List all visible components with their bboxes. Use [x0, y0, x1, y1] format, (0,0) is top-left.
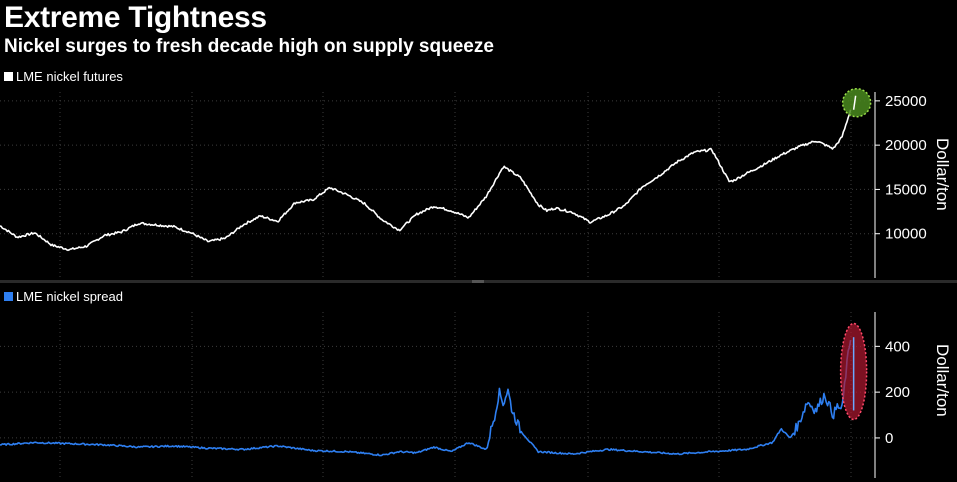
y-axis-title-top: Dollar/ton — [933, 138, 952, 211]
chart-title: Extreme Tightness — [4, 1, 267, 34]
y-tick-label-spread-1: 200 — [885, 384, 910, 401]
y-tick-label-futures-0: 10000 — [885, 226, 927, 243]
legend-futures: LME nickel futures — [4, 69, 123, 84]
chart-subtitle: Nickel surges to fresh decade high on su… — [4, 36, 494, 57]
y-tick-label-futures-2: 20000 — [885, 137, 927, 154]
y-tick-label-spread-2: 400 — [885, 338, 910, 355]
y-tick-label-futures-1: 15000 — [885, 181, 927, 198]
highlight-latest-tick-futures — [852, 95, 857, 110]
y-axis-title-bottom: Dollar/ton — [933, 344, 952, 417]
y-tick-label-spread-0: 0 — [885, 430, 893, 447]
highlight-circle-futures — [841, 87, 872, 118]
y-tick-label-futures-3: 25000 — [885, 93, 927, 110]
panel-separator-handle — [472, 280, 484, 283]
series-line-spread — [0, 339, 852, 457]
series-line-futures — [0, 109, 852, 252]
legend-swatch-futures — [4, 72, 13, 81]
legend-swatch-spread — [4, 292, 13, 301]
legend-label-futures: LME nickel futures — [16, 69, 123, 84]
legend-label-spread: LME nickel spread — [16, 289, 123, 304]
legend-spread: LME nickel spread — [4, 289, 123, 304]
